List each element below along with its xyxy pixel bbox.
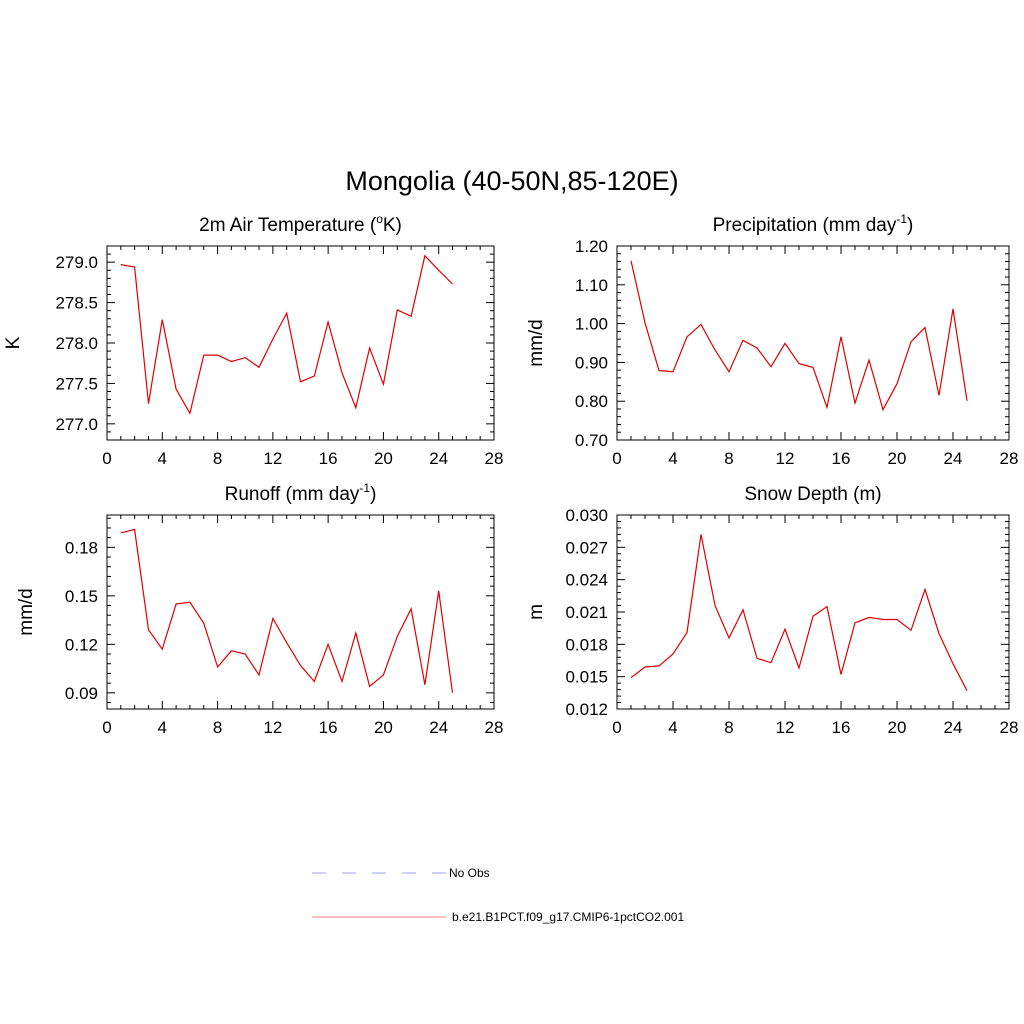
panel-title: Snow Depth (m) [744,484,881,505]
y-tick-label: 0.027 [565,538,608,557]
x-tick-label: 20 [374,718,393,737]
y-tick-label: 0.030 [565,506,608,525]
panel-title-text: Snow Depth (m) [744,484,881,505]
y-tick-label: 1.20 [575,237,608,256]
panel-title: Runoff (mm day-1) [225,481,377,505]
x-tick-label: 16 [319,449,338,468]
x-tick-label: 24 [944,718,963,737]
y-axis-label: mm/d [16,588,37,636]
panels: 2m Air Temperature (oK)0 4 8 12 16 20 24 28277.… [3,212,1018,737]
legend: No Obs b.e21.B1PCT.f09_g17.CMIP6-1pctCO2.… [312,866,684,924]
y-tick-label: 277.5 [55,374,98,393]
x-tick-label: 24 [429,449,448,468]
series-line-runoff [120,528,454,693]
panel-title-suffix: K) [383,215,402,236]
x-tick-label: 0 [102,449,111,468]
y-axis-label: mm/d [526,319,547,367]
y-tick-label: 0.70 [575,431,608,450]
y-axis-label: m [526,604,547,620]
y-tick-label: 0.015 [565,668,608,687]
y-tick-label: 0.15 [65,587,98,606]
x-tick-label: 0 [102,718,111,737]
x-tick-label: 8 [213,449,222,468]
y-tick-label: 0.024 [565,571,608,590]
x-tick-label: 4 [158,449,167,468]
series-line-snow [630,534,968,691]
x-tick-label: 0 [612,449,621,468]
x-tick-label: 4 [158,718,167,737]
y-tick-label: 0.018 [565,635,608,654]
y-tick-label: 0.12 [65,635,98,654]
x-tick-label: 12 [263,449,282,468]
panel-title: Precipitation (mm day-1) [713,212,914,236]
x-tick-label: 8 [213,718,222,737]
panel-title: 2m Air Temperature (oK) [199,212,402,236]
series-line-precip [630,260,968,412]
x-tick-label: 16 [319,718,338,737]
x-tick-label: 28 [485,449,504,468]
panel-title-text: Runoff (mm day [225,484,360,505]
y-axis-label: K [3,336,24,349]
panel-snow: Snow Depth (m) 0 4 8 12 16 20 24 28 0.012 0.015 0.0… [526,484,1018,737]
x-tick-label: 28 [485,718,504,737]
x-tick-label: 12 [263,718,282,737]
y-tick-label: 0.90 [575,353,608,372]
x-tick-label: 28 [1000,449,1019,468]
x-tick-label: 8 [724,718,733,737]
y-tick-label: 0.021 [565,603,608,622]
y-tick-label: 277.0 [55,415,98,434]
panel-title-suffix: ) [907,215,913,236]
panel-temp: 2m Air Temperature (oK) 0 4 8 12 16 20 24 28 277.… [3,212,503,468]
panel-title-suffix: ) [370,484,376,505]
x-tick-label: 8 [724,449,733,468]
x-tick-label: 0 [612,718,621,737]
figure-title: Mongolia (40-50N,85-120E) [345,166,678,196]
y-tick-label: 0.012 [565,700,608,719]
y-tick-label: 0.09 [65,684,98,703]
x-tick-label: 16 [832,449,851,468]
y-tick-label: 1.00 [575,315,608,334]
panel-title-text: 2m Air Temperature ( [199,215,377,236]
y-tick-label: 1.10 [575,276,608,295]
panel-precip: Precipitation (mm day-1) 0 4 8 12 16 20 24 28 0.7… [526,212,1018,468]
panel-title-text: Precipitation (mm day [713,215,897,236]
legend-label-1: b.e21.B1PCT.f09_g17.CMIP6-1pctCO2.001 [452,910,684,924]
panel-runoff: Runoff (mm day-1) 0 4 8 12 16 20 24 28 0.09 0.12 0.… [16,481,503,737]
x-tick-label: 12 [776,718,795,737]
x-tick-label: 16 [832,718,851,737]
panel-title-sup: -1 [359,481,370,495]
panel-title-sup: o [376,212,383,226]
series-line-temp [120,254,453,415]
x-tick-label: 24 [429,718,448,737]
y-tick-label: 278.5 [55,294,98,313]
panel-title-sup: -1 [896,212,907,226]
y-tick-label: 0.18 [65,538,98,557]
x-tick-label: 28 [1000,718,1019,737]
x-tick-label: 20 [888,449,907,468]
legend-label-0: No Obs [449,866,490,880]
y-tick-label: 0.80 [575,392,608,411]
x-tick-label: 24 [944,449,963,468]
x-tick-label: 4 [668,718,677,737]
x-tick-label: 4 [668,449,677,468]
x-tick-label: 20 [374,449,393,468]
y-tick-label: 279.0 [55,253,98,272]
x-tick-label: 20 [888,718,907,737]
y-tick-label: 278.0 [55,334,98,353]
x-tick-label: 12 [776,449,795,468]
